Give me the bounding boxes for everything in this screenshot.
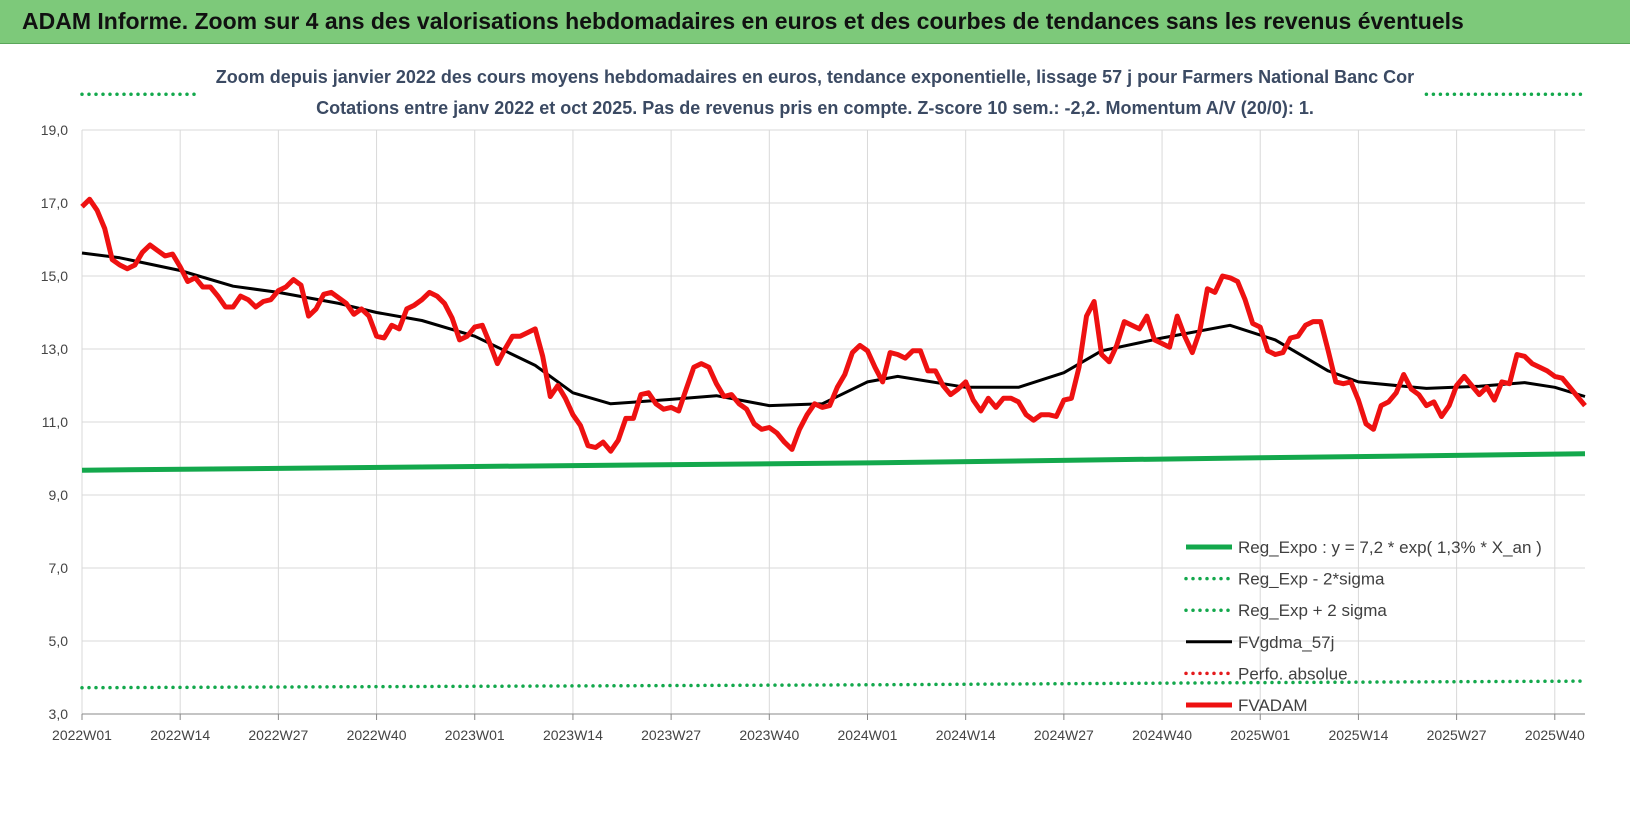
x-tick-label: 2025W40 [1525, 727, 1585, 743]
y-tick-label: 7,0 [49, 560, 69, 576]
x-tick-label: 2025W01 [1230, 727, 1290, 743]
chart-title-group: Zoom depuis janvier 2022 des cours moyen… [216, 67, 1414, 118]
x-tick-label: 2024W40 [1132, 727, 1192, 743]
legend: Reg_Expo : y = 7,2 * exp( 1,3% * X_an ) R… [1184, 538, 1542, 715]
series-reg-expo-line [81, 451, 1586, 473]
report-title: ADAM Informe. Zoom sur 4 ans des valoris… [22, 8, 1464, 34]
y-tick-label: 15,0 [41, 268, 68, 284]
y-tick-label: 19,0 [41, 122, 68, 138]
y-tick-label: 5,0 [49, 633, 69, 649]
series-fvadam-line [80, 196, 1587, 454]
legend-label: Reg_Exp - 2*sigma [1238, 570, 1385, 589]
x-tick-label: 2022W01 [52, 727, 112, 743]
legend-label: Reg_Expo : y = 7,2 * exp( 1,3% * X_an ) [1238, 538, 1542, 557]
gridlines [81, 129, 1585, 715]
legend-label: FVgdma_57j [1238, 633, 1334, 652]
chart-panel: Zoom depuis janvier 2022 des cours moyen… [0, 44, 1630, 815]
axes: 3,0 5,0 7,0 9,0 11,0 13,0 15,0 17,0 19,0 2022W01 2… [41, 122, 1585, 743]
report-banner: ADAM Informe. Zoom sur 4 ans des valoris… [0, 0, 1630, 44]
x-tick-label: 2022W27 [248, 727, 308, 743]
x-tick-label: 2023W14 [543, 727, 603, 743]
chart-title: Zoom depuis janvier 2022 des cours moyen… [216, 67, 1414, 87]
chart-subtitle: Cotations entre janv 2022 et oct 2025. P… [316, 98, 1314, 118]
legend-label: Reg_Exp + 2 sigma [1238, 601, 1387, 620]
x-tick-label: 2022W14 [150, 727, 210, 743]
x-tick-label: 2024W14 [936, 727, 996, 743]
x-tick-label: 2025W27 [1427, 727, 1487, 743]
x-tick-label: 2023W40 [739, 727, 799, 743]
legend-label: Perfo. absolue [1238, 664, 1348, 683]
x-tick-label: 2022W40 [347, 727, 407, 743]
x-tick-label: 2024W01 [838, 727, 898, 743]
y-tick-label: 11,0 [42, 414, 68, 430]
y-tick-label: 17,0 [41, 195, 68, 211]
series-group [80, 92, 1587, 690]
x-tick-label: 2024W27 [1034, 727, 1094, 743]
y-tick-label: 13,0 [41, 341, 68, 357]
x-tick-label: 2023W01 [445, 727, 505, 743]
chart-svg: Zoom depuis janvier 2022 des cours moyen… [41, 67, 1587, 743]
x-tick-label: 2025W14 [1328, 727, 1388, 743]
y-tick-label: 3,0 [49, 706, 69, 722]
series-reg-minus-2sigma-line [80, 679, 1587, 690]
y-tick-label: 9,0 [49, 487, 69, 503]
legend-label: FVADAM [1238, 696, 1308, 715]
x-tick-label: 2023W27 [641, 727, 701, 743]
